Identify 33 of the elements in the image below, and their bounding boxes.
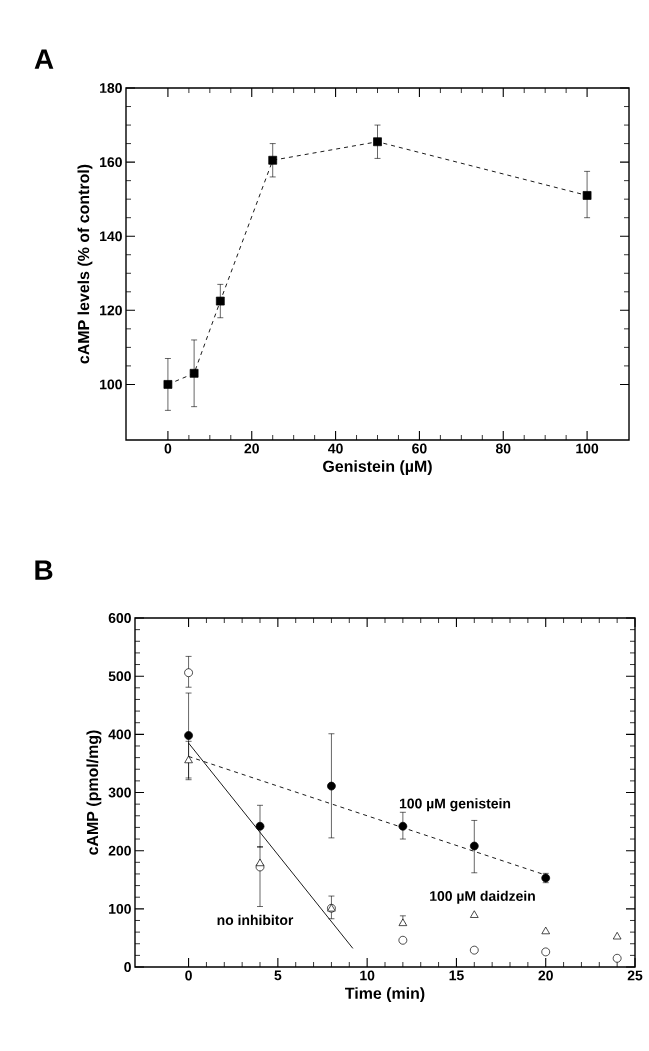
x-tick-label: 25 bbox=[627, 970, 643, 981]
y-tick-label: 140 bbox=[100, 231, 122, 242]
series-label: 100 µM genistein bbox=[399, 798, 511, 812]
y-tick-label: 400 bbox=[108, 729, 131, 740]
y-tick-label: 600 bbox=[108, 613, 131, 623]
x-tick-label: 0 bbox=[164, 443, 172, 454]
y-tick-label: 100 bbox=[109, 903, 131, 914]
y-tick-label: 160 bbox=[100, 157, 122, 168]
y-axis-title: cAMP levels (% of control) bbox=[77, 164, 93, 364]
y-tick-label: 300 bbox=[108, 787, 131, 798]
x-tick-label: 80 bbox=[495, 443, 511, 454]
x-tick-label: 10 bbox=[360, 970, 375, 981]
chart-title: A bbox=[34, 49, 54, 69]
y-tick-label: 200 bbox=[108, 845, 131, 856]
y-tick-label: 100 bbox=[100, 379, 122, 390]
y-tick-label: 180 bbox=[100, 83, 122, 93]
x-tick-label: 0 bbox=[185, 970, 192, 981]
x-tick-label: 20 bbox=[538, 970, 553, 981]
x-axis-title: Genistein (µM) bbox=[323, 460, 432, 476]
text: no inhibitor bbox=[217, 914, 294, 926]
y-tick-label: 500 bbox=[108, 671, 131, 682]
series-label: 100 µM daidzein bbox=[430, 890, 535, 904]
y-tick-label: 120 bbox=[100, 305, 122, 316]
x-tick-label: 15 bbox=[449, 970, 464, 981]
x-tick-label: 5 bbox=[274, 970, 282, 981]
x-tick-label: 60 bbox=[412, 443, 427, 454]
x-tick-label: 20 bbox=[244, 443, 259, 454]
x-tick-label: 100 bbox=[576, 443, 599, 454]
y-tick-label: 0 bbox=[124, 962, 131, 972]
chart-title: B bbox=[35, 560, 53, 580]
y-axis-title: cAMP (pmol/mg) bbox=[86, 730, 102, 855]
x-axis-title: Time (min) bbox=[345, 987, 425, 1003]
x-tick-label: 40 bbox=[328, 443, 343, 454]
